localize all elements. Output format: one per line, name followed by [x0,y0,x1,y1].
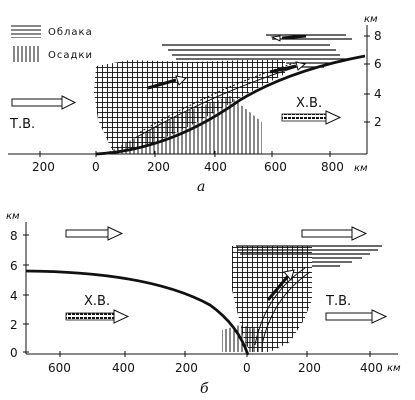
diagram-b-x-tick: 400 [360,361,383,375]
diagram-b-x-tick: 0 [243,361,251,375]
legend-precipitation-swatch [11,46,41,62]
diagram-a-y-unit: км [364,14,378,25]
diagram-b-x-tick-marks [59,351,371,357]
diagram-b-y-ticks: 0 2 4 6 8 км [6,211,29,360]
diagram-b-flow-arrow [266,269,295,301]
diagram-a-left-mass-label: Т.В. [9,117,35,132]
diagram-a-front-surface [95,54,366,156]
diagram-a-x-tick: 200 [32,160,55,174]
diagram-a-y-tick: 2 [374,115,382,129]
diagram-b-x-tick: 400 [112,361,135,375]
diagram-b-y-tick: 4 [10,289,18,303]
diagram-b: 0 2 4 6 8 км [6,211,401,397]
diagram-b-y-tick: 6 [10,259,18,273]
diagram-b-caption: б [200,381,209,397]
legend: Облака Осадки [11,24,93,62]
diagram-b-cold-air-arrow [65,309,130,324]
diagram-a-ascent-line [139,61,299,133]
diagram-a-x-tick: 200 [147,160,170,174]
diagram-a-x-tick: 600 [264,160,287,174]
diagram-b-y-tick: 0 [10,346,18,360]
diagram-b-cloud-layers [236,245,382,267]
diagram-a-x-unit: км [354,163,368,174]
diagram-b-left-mass-label: Х.В. [84,294,110,309]
diagram-a-y-tick: 4 [374,87,382,101]
diagram-a-flow-arrow [147,34,307,90]
diagram-a-cloud-layers [162,34,352,68]
diagram-a-ascent-line [134,65,301,139]
diagram-a-x-tick-marks [39,151,331,157]
diagram-b-x-tick: 600 [48,361,71,375]
diagram-a-cold-air-arrow [281,110,342,125]
diagram-b-y-unit: км [6,211,20,222]
diagram-a-x-tick: 400 [204,160,227,174]
diagram-b-y-tick: 2 [10,318,18,332]
diagram-b-x-unit: км [387,363,401,374]
diagram-b-x-tick: 200 [298,361,321,375]
diagram-b-front-surface [25,269,250,356]
diagram-b-x-ticks: 600 400 200 0 200 400 км [48,361,401,375]
diagram-a-y-tick: 8 [374,29,382,43]
legend-clouds-swatch [11,24,41,38]
legend-precipitation-label: Осадки [48,50,93,61]
legend-clouds-label: Облака [48,27,93,38]
diagram-b-ascent-line [254,267,306,346]
diagram-a-y-tick: 6 [374,57,382,71]
diagram-b-x-tick: 200 [175,361,198,375]
diagram-a-right-mass-label: Х.В. [296,96,322,111]
diagram-a-x-ticks: 200 0 200 400 600 800 км [32,160,368,174]
diagram-b-ascent-line [261,271,311,346]
diagram-b-upper-right-arrow [301,226,368,241]
diagram-a-x-tick: 0 [92,160,100,174]
diagram-b-upper-left-arrow [65,226,124,241]
diagram-b-cloud-mass [232,246,312,352]
diagram-a-y-ticks: 2 4 6 8 км [364,14,382,129]
diagram-a: 2 4 6 8 км Т.В. [8,14,382,195]
diagram-a-x-tick: 800 [321,160,344,174]
diagram-a-warm-air-arrow [11,95,77,110]
diagram-a-caption: a [197,179,205,195]
diagram-b-y-tick: 8 [10,229,18,243]
diagram-b-warm-air-arrow [325,309,388,324]
diagram-b-right-mass-label: Т.В. [325,294,351,309]
